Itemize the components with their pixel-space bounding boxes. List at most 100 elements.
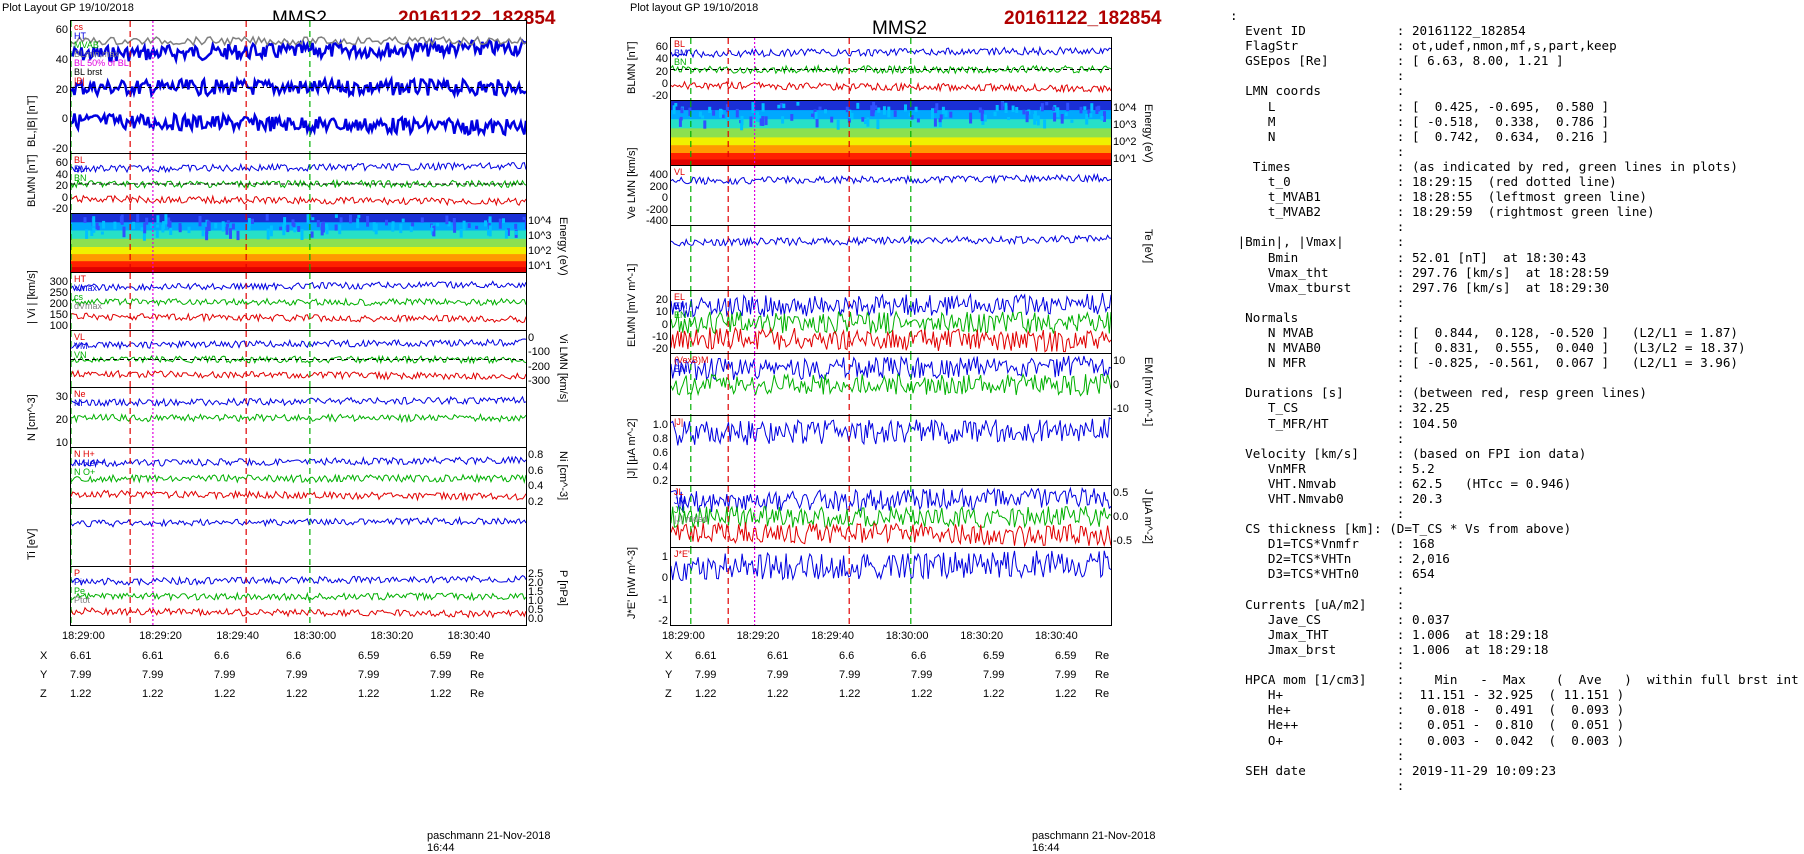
energy-spectrogram-speckle <box>1090 103 1094 112</box>
energy-spectrogram-speckle <box>283 217 287 226</box>
energy-spectrogram-speckle <box>291 219 295 226</box>
energy-spectrogram-speckle <box>286 224 290 233</box>
energy-spectrogram-speckle <box>845 106 849 113</box>
energy-spectrogram-speckle <box>1043 119 1047 129</box>
ylabel-elmn: ELMN [mV m^-1] <box>626 263 638 347</box>
energy-spectrogram-band <box>671 153 1111 164</box>
ytick-elmn: -10 <box>652 330 668 343</box>
energy-spectrogram-speckle <box>1079 106 1083 114</box>
ephemeris-unit: Re <box>470 688 485 700</box>
ephemeris-value: 1.22 <box>767 688 789 700</box>
energy-spectrogram-speckle <box>265 214 269 221</box>
energy-spectrogram-speckle <box>1015 107 1019 113</box>
energy-spectrogram-speckle <box>870 105 874 117</box>
energy-spectrogram-speckle <box>155 230 159 238</box>
info-line: : <box>1230 143 1405 159</box>
ytick-je: 1 <box>661 551 668 563</box>
energy-spectrogram-speckle <box>708 106 712 113</box>
info-line: : <box>1230 8 1238 23</box>
legend-p-3: Ptot <box>74 595 91 605</box>
energy-spectrogram-speckle <box>145 217 149 225</box>
ephemeris-value: 7.99 <box>839 669 861 681</box>
energy-spectrogram-speckle <box>882 106 886 115</box>
ephemeris-unit: Re <box>1095 688 1110 700</box>
legend-jlmn-2: JN <box>674 505 685 515</box>
left-plot: Plot Layout GP 19/10/2018 MMS2 20161122_… <box>0 0 569 854</box>
info-line: : <box>1230 657 1405 673</box>
info-line: Times : (as indicated by red, green line… <box>1230 158 1738 174</box>
energy-spectrogram-speckle <box>221 221 225 232</box>
energy-spectrogram-speckle <box>251 218 254 224</box>
energy-spectrogram-speckle <box>1064 112 1068 117</box>
ephemeris-unit: Re <box>1095 669 1110 681</box>
energy-spectrogram-speckle <box>1022 109 1026 115</box>
info-line: Jmax_brst : 1.006 at 18:29:18 <box>1230 641 1549 657</box>
ytick-blmn: 20 <box>655 65 668 78</box>
time-tick: 18:29:40 <box>811 630 854 642</box>
info-line: : <box>1230 370 1405 386</box>
energy-spectrogram-speckle <box>447 221 451 227</box>
energy-spectrogram-speckle <box>761 103 765 112</box>
info-line: t_MVAB2 : 18:29:59 (rightmost green line… <box>1230 204 1655 220</box>
ylabel-vi: | Vi | [km/s] <box>26 270 38 324</box>
ephemeris-value: 1.22 <box>983 688 1005 700</box>
energy-spectrogram-speckle <box>701 115 705 119</box>
energy-spectrogram-speckle <box>399 223 403 234</box>
ephemeris-value: 6.61 <box>70 650 92 662</box>
info-line: : <box>1230 219 1405 235</box>
energy-spectrogram-speckle <box>169 227 173 235</box>
info-line: : <box>1230 506 1405 522</box>
ephemeris-label-Y: Y <box>665 669 673 681</box>
info-line: CS thickness [km]: (D=T_CS * Vs from abo… <box>1230 521 1572 537</box>
energy-spectrogram-speckle <box>102 220 106 229</box>
legend-bl-2: MVAB <box>74 40 99 50</box>
energy-spectrogram-speckle <box>740 120 744 131</box>
time-tick: 18:30:40 <box>1034 630 1078 642</box>
energy-spectrogram-speckle <box>356 218 360 229</box>
energy-spectrogram-speckle <box>944 110 948 117</box>
info-line: Durations [s] : (between red, resp green… <box>1230 385 1648 401</box>
energy-spectrogram-speckle <box>325 226 329 235</box>
energy-spectrogram-speckle <box>201 230 205 237</box>
ylabel-blmn: BLMN [nT] <box>626 41 638 94</box>
energy-spectrogram-speckle <box>113 221 117 230</box>
energy-spectrogram-speckle <box>874 105 878 110</box>
legend-vi-3: dVmax <box>74 301 103 311</box>
legend-elmn-2: EN <box>674 310 687 320</box>
legend-p-0: P <box>74 568 81 578</box>
panel-ve <box>670 165 1112 226</box>
series-line <box>71 75 526 100</box>
ephemeris-value: 7.99 <box>695 669 717 681</box>
series-line <box>71 194 526 207</box>
energy-spectrogram-speckle <box>864 119 867 125</box>
energy-spectrogram-speckle <box>357 214 361 218</box>
ephemeris-label-Y: Y <box>40 669 48 681</box>
energy-spectrogram-band <box>671 110 1111 121</box>
ytick-right-jlmn: 0.0 <box>1113 511 1129 523</box>
energy-spectrogram-speckle <box>366 215 370 227</box>
info-line: L : [ 0.425, -0.695, 0.580 ] <box>1230 98 1610 114</box>
series-line <box>71 515 526 528</box>
energy-spectrogram-speckle <box>938 118 942 123</box>
ytick-blmn: 60 <box>55 157 68 169</box>
series-line <box>71 574 526 587</box>
energy-spectrogram-speckle <box>226 220 230 224</box>
info-line: N MFR : [ -0.825, -0.561, 0.067 ] (L2/L1… <box>1230 355 1738 371</box>
energy-spectrogram-speckle <box>877 107 881 113</box>
legend-bl-6: |B| <box>74 76 85 86</box>
energy-spectrogram-speckle <box>524 219 526 230</box>
ytick-right-energy: 10^1 <box>528 260 552 272</box>
energy-spectrogram-speckle <box>1000 101 1004 110</box>
info-line: LMN coords : <box>1230 83 1405 99</box>
energy-spectrogram-speckle <box>452 218 456 226</box>
ephemeris-value: 1.22 <box>142 688 164 700</box>
energy-spectrogram-speckle <box>198 215 202 227</box>
series-line <box>71 473 526 484</box>
ylabel-ti: Ti [eV] <box>26 528 38 560</box>
energy-spectrogram-speckle <box>969 112 973 124</box>
ephemeris-label-X: X <box>665 650 673 662</box>
energy-spectrogram-speckle <box>861 117 865 122</box>
legend-jlmn-1: JM <box>674 496 686 506</box>
ytick-blmn: 40 <box>655 53 668 66</box>
ephemeris-value: 7.99 <box>358 669 380 681</box>
